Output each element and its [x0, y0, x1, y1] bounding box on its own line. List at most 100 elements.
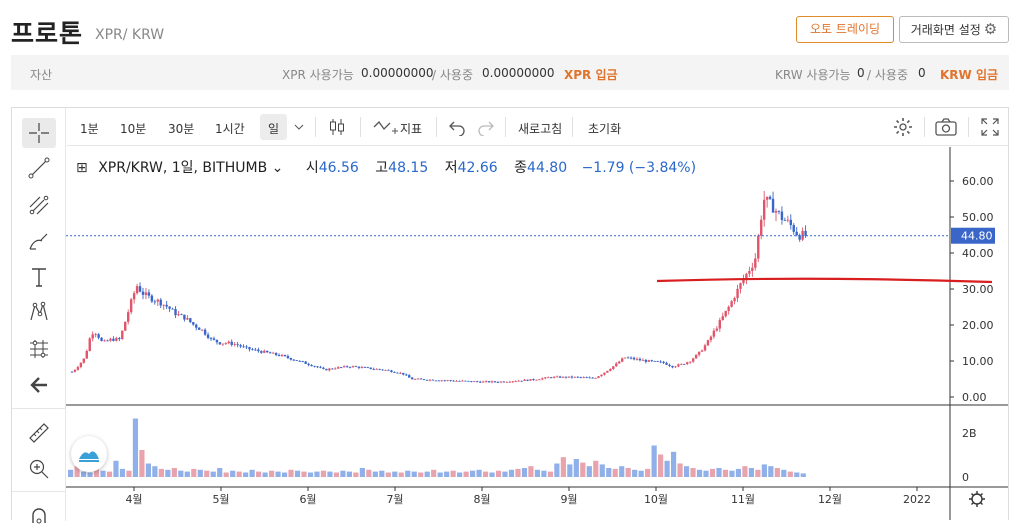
candle-body: [626, 357, 630, 359]
candle-body: [490, 381, 494, 383]
collapse-icon[interactable]: ⊞: [76, 160, 88, 176]
volume-bar: [139, 450, 145, 477]
volume-bar: [768, 466, 774, 477]
volume-bar: [346, 471, 352, 477]
gear-icon[interactable]: [892, 116, 914, 138]
candlestick-icon[interactable]: [327, 116, 347, 138]
indicators-icon[interactable]: [372, 116, 398, 138]
settings-axis-icon[interactable]: [969, 491, 985, 507]
volume-bar: [184, 471, 190, 477]
brush-tool-icon[interactable]: [22, 226, 56, 256]
candle-body: [177, 314, 180, 316]
volume-bar: [268, 470, 275, 477]
candle-body: [609, 369, 612, 371]
asset-label: 자산: [30, 68, 53, 82]
refresh-button[interactable]: 새로고침: [518, 122, 563, 136]
volume-bar: [677, 463, 683, 477]
xpr-deposit-link[interactable]: XPR 입금: [564, 68, 618, 82]
candle-body: [567, 376, 571, 378]
volume-bar: [366, 469, 372, 477]
volume-bar: [411, 471, 417, 477]
candle-body: [331, 368, 334, 370]
trade-settings-button[interactable]: 거래화면 설정 ⚙: [899, 16, 1009, 43]
trendline-tool-icon[interactable]: [22, 153, 56, 183]
candle-body: [88, 338, 91, 351]
back-arrow-icon[interactable]: [22, 370, 56, 400]
auto-trading-button[interactable]: 오토 트레이딩: [796, 16, 894, 43]
candle-body: [283, 354, 287, 357]
candle-body: [697, 351, 701, 355]
candle-body: [266, 350, 269, 353]
xpr-in-use-label: / 사용중: [432, 68, 473, 82]
candle-body: [594, 377, 597, 379]
chevron-down-icon[interactable]: ⌄: [267, 160, 284, 176]
y-tick-label: 50.00: [962, 211, 994, 224]
volume-bar: [722, 469, 729, 477]
ruler-tool-icon[interactable]: [22, 418, 56, 448]
candle-body: [325, 368, 328, 371]
candle-body: [762, 199, 766, 220]
volume-bar: [431, 469, 437, 477]
interval-day[interactable]: 일: [260, 114, 288, 140]
volume-bar: [294, 470, 301, 477]
candle-body: [97, 334, 100, 338]
interval-10m[interactable]: 10분: [120, 122, 147, 136]
candle-body: [410, 377, 414, 380]
krw-in-use-value: 0: [918, 66, 926, 80]
fullscreen-icon[interactable]: [980, 116, 1000, 138]
zoom-in-icon[interactable]: [22, 454, 56, 484]
volume-bar: [528, 466, 534, 477]
candle-body: [632, 357, 636, 360]
indicators-label[interactable]: 지표: [400, 122, 423, 136]
volume-bar: [126, 470, 132, 477]
x-tick-label: 2022: [903, 493, 931, 506]
candle-body: [227, 341, 230, 344]
undo-icon[interactable]: [448, 116, 466, 138]
krw-deposit-link[interactable]: KRW 입금: [940, 68, 999, 82]
drawn-trendline[interactable]: [656, 277, 993, 284]
candle-body: [795, 231, 798, 236]
candle-body: [381, 369, 384, 371]
axes: 60.00 50.00 40.00 30.00 20.00 10.00 0.00 2B 0 4월 5…: [125, 175, 993, 506]
candle-body: [337, 367, 340, 369]
candle-body: [218, 342, 222, 345]
candle-body: [402, 372, 405, 375]
interval-1m[interactable]: 1분: [80, 122, 99, 136]
symbol-selector[interactable]: XPR/KRW, 1일, BITHUMB: [98, 160, 268, 176]
candle-body: [348, 367, 352, 368]
camera-icon[interactable]: [934, 116, 958, 138]
volume-bar: [521, 468, 528, 477]
candle-body: [754, 258, 757, 268]
brand-logo-icon[interactable]: [71, 436, 107, 472]
volume-bar: [638, 470, 644, 477]
redo-icon[interactable]: [477, 116, 495, 138]
coin-pair: XPR/ KRW: [95, 27, 165, 43]
text-tool-icon[interactable]: [22, 262, 56, 292]
candle-body: [603, 372, 606, 375]
crosshair-tool-icon[interactable]: [22, 118, 56, 148]
candle-body: [405, 374, 408, 376]
pattern-tool-icon[interactable]: [22, 297, 56, 327]
candle-body: [538, 379, 541, 381]
interval-30m[interactable]: 30분: [168, 122, 195, 136]
volume-bar: [761, 464, 767, 477]
candle-body: [650, 360, 653, 362]
price-chart[interactable]: 60.00 50.00 40.00 30.00 20.00 10.00 0.00 2B 0 4월 5…: [12, 147, 1008, 520]
volume-bar: [262, 472, 268, 477]
measure-range-tool-icon[interactable]: [22, 334, 56, 364]
reset-button[interactable]: 초기화: [588, 122, 622, 136]
candle-body: [73, 369, 77, 372]
candle-body: [147, 292, 151, 296]
candle-body: [484, 381, 488, 383]
candle-body: [396, 372, 399, 374]
toolbar-divider: [12, 491, 65, 492]
candle-body: [144, 292, 148, 295]
candle-body: [499, 381, 503, 383]
volume-bar: [340, 470, 346, 477]
candle-body: [771, 198, 775, 213]
interval-1h[interactable]: 1시간: [215, 122, 245, 136]
candle-body: [798, 235, 801, 240]
candle-body: [786, 219, 790, 221]
chevron-down-icon[interactable]: [294, 116, 304, 138]
fib-tool-icon[interactable]: [22, 190, 56, 220]
